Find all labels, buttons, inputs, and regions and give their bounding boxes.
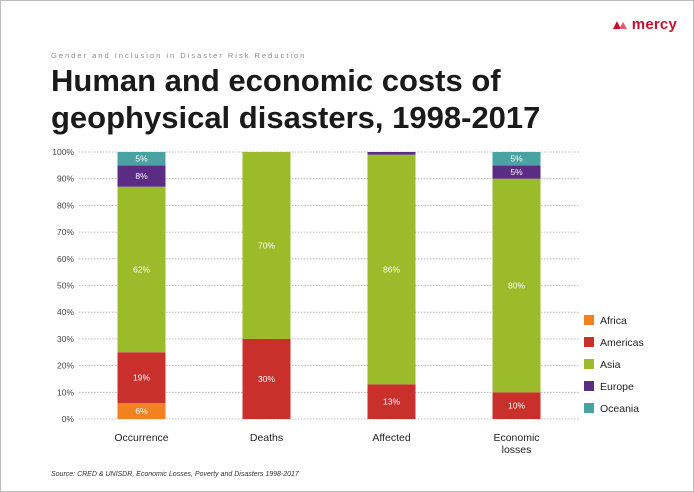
bar-segment	[117, 165, 166, 187]
legend-label: Asia	[600, 359, 621, 371]
legend-label: Europe	[600, 381, 634, 393]
bars: 6% 19% 62% 8% 5% 30% 70% 13% 86% 10% 80% 5% 5%	[117, 152, 541, 419]
y-tick-label: 30%	[57, 334, 74, 344]
x-tick-label: Economic	[493, 432, 539, 444]
mercy-logo: mercy	[612, 16, 677, 33]
bar-segment	[367, 152, 416, 155]
bar-segment	[492, 392, 541, 419]
y-tick-label: 40%	[57, 307, 74, 317]
bar-segment	[117, 186, 166, 353]
legend-swatch	[584, 381, 594, 391]
bar-value-label: 30%	[258, 374, 275, 384]
y-tick-label: 0%	[62, 414, 75, 424]
bar-segment	[367, 384, 416, 419]
bar-value-label: 10%	[508, 401, 525, 411]
y-axis-ticks: 0% 10% 20% 30% 40% 50% 60% 70% 80% 90% 100%	[52, 147, 74, 424]
x-tick-label: Occurrence	[114, 432, 168, 444]
y-tick-label: 90%	[57, 174, 74, 184]
bar-segment	[242, 338, 291, 419]
bar-value-label: 70%	[258, 240, 275, 250]
bar-value-label: 80%	[508, 281, 525, 291]
bar-value-label: 62%	[133, 264, 150, 274]
y-tick-label: 60%	[57, 254, 74, 264]
stacked-bar-chart: 0%10%20%30%40%50%60%70%80%90%100% 6%19%6…	[52, 147, 644, 456]
legend-swatch	[584, 315, 594, 325]
y-tick-label: 70%	[57, 227, 74, 237]
y-tick-label: 20%	[57, 361, 74, 371]
legend-label: Oceania	[600, 403, 639, 415]
bar-segment	[492, 178, 541, 393]
grid-lines	[79, 151, 579, 420]
legend-swatch	[584, 337, 594, 347]
bar-value-label: 5%	[135, 154, 148, 164]
bar-segment	[117, 152, 166, 166]
bar-value-label: 86%	[383, 264, 400, 274]
slide-kicker: Gender and Inclusion in Disaster Risk Re…	[51, 51, 307, 60]
bar-value-label: 8%	[135, 171, 148, 181]
bar-segment	[117, 352, 166, 403]
x-tick-label: Affected	[372, 432, 410, 444]
bar-segment	[492, 165, 541, 179]
legend-swatch	[584, 359, 594, 369]
bar-segment	[117, 402, 166, 419]
bar-segment	[492, 152, 541, 166]
y-tick-label: 10%	[57, 387, 74, 397]
x-tick-label: Deaths	[250, 432, 283, 444]
logo-text: mercy	[631, 16, 677, 33]
x-tick-label: losses	[502, 444, 532, 456]
y-tick-label: 100%	[52, 147, 74, 157]
legend: Africa Americas Asia Europe Oceania	[584, 315, 644, 415]
bar-value-label: 6%	[135, 406, 148, 416]
legend-label: Africa	[600, 315, 627, 327]
bar-value-label: 13%	[383, 397, 400, 407]
y-tick-label: 50%	[57, 281, 74, 291]
y-tick-label: 80%	[57, 200, 74, 210]
bar-segment	[367, 154, 416, 385]
bar-value-label: 5%	[510, 154, 523, 164]
legend-swatch	[584, 403, 594, 413]
bar-value-label: 5%	[510, 167, 523, 177]
legend-label: Americas	[600, 337, 644, 349]
slide-title: Human and economic costs of geophysical …	[51, 63, 541, 135]
bar-segment	[242, 152, 291, 339]
bar-value-label: 19%	[133, 373, 150, 383]
source-note: Source: CRED & UNISDR, Economic Losses, …	[51, 471, 299, 478]
crescent-mark-icon	[612, 20, 627, 29]
